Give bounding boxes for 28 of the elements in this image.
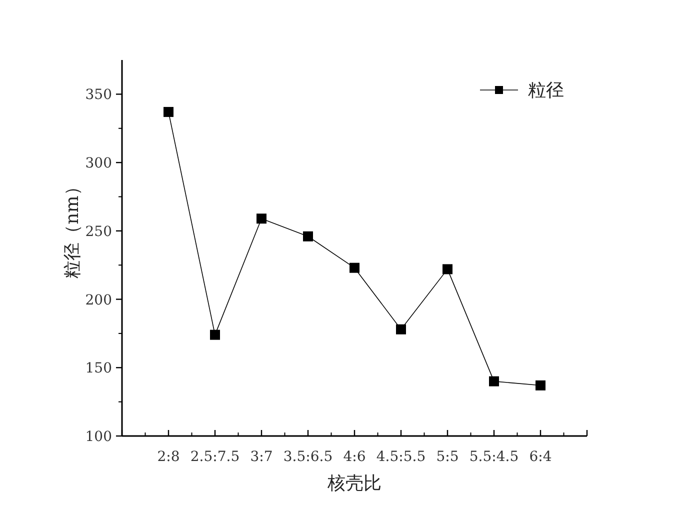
point	[256, 214, 266, 224]
point	[303, 231, 313, 242]
y-tick-label: 150	[85, 360, 112, 377]
legend-label: 粒径	[528, 80, 564, 101]
x-tick-label: 3.5:6.5	[283, 449, 333, 465]
x-tick-label: 5.5:4.5	[469, 449, 519, 465]
x-tick-label: 2.5:7.5	[190, 449, 240, 465]
x-tick-label: 2:8	[157, 449, 180, 465]
y-tick-label: 350	[85, 87, 112, 104]
x-tick-label: 4:6	[343, 449, 366, 465]
y-tick-label: 200	[85, 292, 112, 308]
y-tick-label: 300	[85, 156, 112, 172]
point	[164, 106, 174, 117]
point	[210, 330, 220, 340]
point	[350, 262, 360, 273]
legend: 粒径	[480, 80, 564, 101]
point	[396, 324, 406, 334]
x-axis-title: 核壳比	[326, 473, 382, 494]
y-tick-label: 100	[85, 429, 112, 445]
x-tick-label: 6:4	[529, 449, 552, 465]
x-tick-label: 4.5:5.5	[376, 449, 426, 465]
y-axis-title: 粒径（nm）	[62, 178, 83, 278]
point	[536, 380, 546, 390]
y-tick-label: 250	[85, 224, 112, 240]
x-tick-label: 5:5	[436, 449, 459, 465]
x-tick-label: 3:7	[250, 449, 273, 465]
point	[442, 264, 452, 274]
point	[489, 376, 499, 386]
